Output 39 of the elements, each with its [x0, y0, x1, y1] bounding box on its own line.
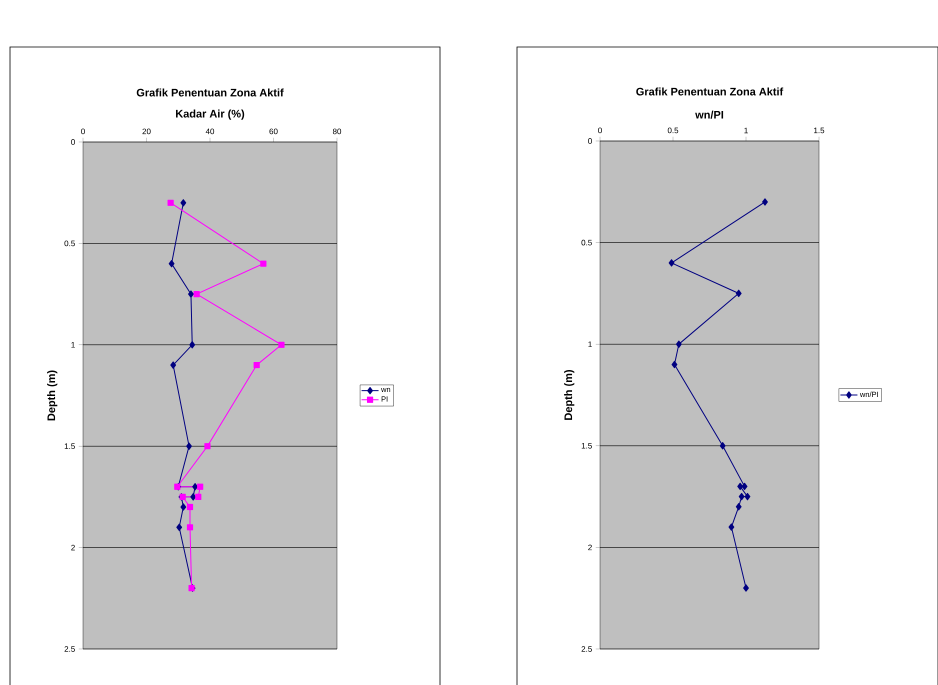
- point: [744, 492, 750, 500]
- point: [192, 483, 198, 490]
- point: [180, 199, 186, 207]
- point: [672, 360, 678, 368]
- x-axis-title: Kadar Air (%): [176, 110, 244, 120]
- point: [204, 443, 211, 450]
- point: [188, 290, 194, 298]
- point: [738, 492, 745, 500]
- point: [190, 493, 196, 501]
- point: [278, 342, 285, 348]
- point: [168, 260, 174, 268]
- point: [195, 494, 202, 500]
- point: [260, 260, 266, 267]
- point: [743, 584, 749, 592]
- point: [197, 484, 204, 490]
- point: [737, 482, 744, 490]
- point: [186, 504, 194, 510]
- point: [189, 341, 196, 348]
- point: [170, 361, 176, 369]
- point: [186, 524, 194, 530]
- point: [180, 503, 186, 511]
- y-axis-title: Depth (m): [47, 370, 58, 420]
- point: [762, 198, 768, 206]
- point: [742, 482, 748, 490]
- point: [186, 442, 192, 450]
- point: [736, 290, 742, 298]
- point: [668, 259, 674, 267]
- point: [254, 362, 260, 368]
- y-axis-title: Depth (m): [564, 370, 574, 420]
- point: [176, 524, 182, 532]
- chart-title: Grafik Penentuan Zona Aktif: [136, 88, 284, 96]
- point: [194, 290, 200, 298]
- point: [676, 340, 682, 348]
- point: [736, 503, 742, 510]
- point: [728, 523, 734, 531]
- point: [720, 442, 726, 450]
- chart-title: Grafik Penentuan Zona Aktif: [636, 87, 784, 96]
- point: [168, 200, 174, 206]
- x-axis-title: wn/PI: [695, 110, 724, 119]
